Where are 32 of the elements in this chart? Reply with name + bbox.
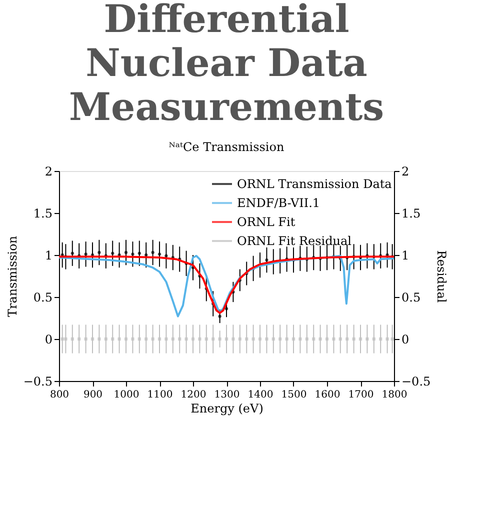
x-tick-label: 1800 — [382, 390, 408, 400]
y2-tick-label: 1 — [402, 248, 410, 262]
y2-tick-label: −0.5 — [402, 374, 431, 388]
x-tick-label: 1600 — [314, 390, 340, 400]
y2-tick-label: 2 — [402, 164, 410, 178]
x-tick-label: 1500 — [281, 390, 307, 400]
y-axis-title: Transmission — [5, 236, 20, 318]
y-tick-label: 2 — [44, 164, 52, 178]
y2-axis-title: Residual — [434, 250, 449, 303]
x-tick-label: 1200 — [180, 390, 206, 400]
legend-label: ENDF/B-VII.1 — [237, 196, 320, 210]
legend-label: ORNL Transmission Data — [237, 177, 392, 191]
y-tick-label: 1 — [44, 248, 52, 262]
y2-tick-label: 1.5 — [402, 206, 421, 220]
y2-tick-label: 0 — [402, 332, 410, 346]
x-tick-label: 900 — [83, 390, 103, 400]
y-tick-label: 1.5 — [33, 206, 52, 220]
y-tick-label: 0.5 — [33, 290, 52, 304]
y2-tick-label: 0.5 — [402, 290, 421, 304]
x-tick-label: 1400 — [248, 390, 274, 400]
x-tick-label: 1300 — [214, 390, 240, 400]
x-tick-label: 1000 — [114, 390, 140, 400]
x-tick-label: 1700 — [348, 390, 374, 400]
chart-subtitle: ᴺᵃᵗCe Transmission — [168, 140, 284, 154]
x-tick-label: 800 — [50, 390, 70, 400]
y-tick-label: 0 — [44, 332, 52, 346]
y-tick-label: −0.5 — [23, 374, 52, 388]
legend-label: ORNL Fit — [237, 215, 296, 229]
chart-title: Differential Nuclear Data Measurements — [68, 0, 384, 129]
x-tick-label: 1100 — [147, 390, 173, 400]
legend-label: ORNL Fit Residual — [237, 234, 352, 248]
x-axis-title: Energy (eV) — [190, 402, 264, 416]
